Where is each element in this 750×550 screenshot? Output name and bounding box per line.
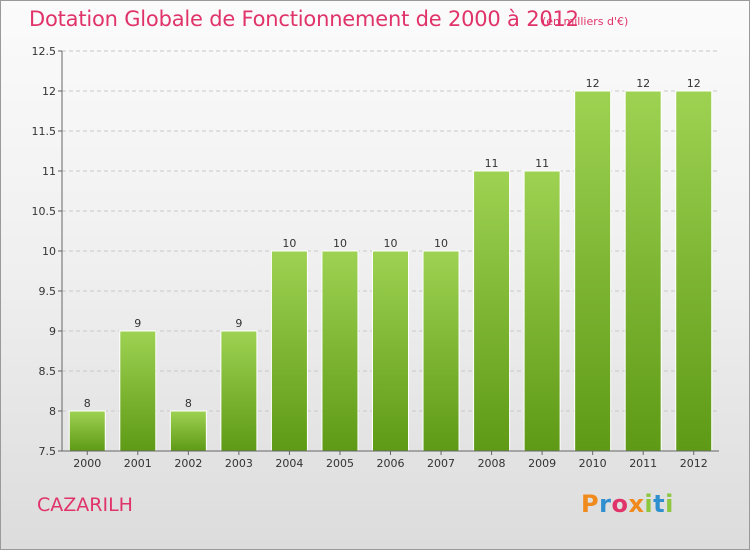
bar-chart: 7.5 8 8.5 9 9.5 10 10.5 11 11.5 12 12.5 2000 8 2001 9 2… <box>32 45 719 470</box>
data-label: 12 <box>586 77 600 90</box>
x-tick-label: 2000 <box>73 457 101 470</box>
commune-name: CAZARILH <box>37 494 133 516</box>
x-tick-label: 2011 <box>629 457 657 470</box>
y-tick-label: 11.5 <box>32 125 57 138</box>
data-label: 10 <box>384 237 398 250</box>
y-tick-label: 12.5 <box>32 45 57 58</box>
y-tick-label: 10 <box>42 245 56 258</box>
data-label: 9 <box>235 317 242 330</box>
labels: 7.5 8 8.5 9 9.5 10 10.5 11 11.5 12 12.5 2000 8 2001 9 2… <box>32 45 708 470</box>
bar-2012 <box>675 90 713 452</box>
logo-letter: o <box>611 490 629 518</box>
logo-letter: i <box>665 490 674 518</box>
data-label: 8 <box>84 397 91 410</box>
bar-2001 <box>119 330 157 452</box>
data-label: 11 <box>485 157 499 170</box>
y-tick-label: 11 <box>42 165 56 178</box>
y-tick-label: 9 <box>49 325 56 338</box>
y-tick-label: 12 <box>42 85 56 98</box>
data-label: 12 <box>636 77 650 90</box>
x-tick-label: 2001 <box>124 457 152 470</box>
logo-letter: x <box>628 490 645 518</box>
data-label: 8 <box>185 397 192 410</box>
bar-2010 <box>574 90 612 452</box>
x-tick-label: 2008 <box>478 457 506 470</box>
y-tick-label: 10.5 <box>32 205 57 218</box>
axes <box>58 50 719 455</box>
data-label: 11 <box>535 157 549 170</box>
logo-letter: P <box>581 490 600 518</box>
bar-2008 <box>473 170 511 452</box>
bar-2000 <box>68 410 106 452</box>
bars <box>68 90 713 452</box>
x-tick-label: 2012 <box>680 457 708 470</box>
x-tick-label: 2007 <box>427 457 455 470</box>
data-label: 12 <box>687 77 701 90</box>
y-tick-label: 7.5 <box>39 445 57 458</box>
x-tick-label: 2004 <box>275 457 303 470</box>
y-tick-label: 9.5 <box>39 285 57 298</box>
data-label: 10 <box>333 237 347 250</box>
y-tick-label: 8.5 <box>39 365 57 378</box>
x-tick-label: 2006 <box>377 457 405 470</box>
chart-title: Dotation Globale de Fonctionnement de 20… <box>29 7 579 31</box>
bar-2011 <box>624 90 662 452</box>
logo-letter: i <box>644 490 654 518</box>
logo-letter: t <box>653 490 666 518</box>
x-tick-label: 2005 <box>326 457 354 470</box>
bar-2003 <box>220 330 258 452</box>
bar-2005 <box>321 250 359 452</box>
proxiti-logo: Proxiti <box>581 490 674 518</box>
chart-unit-label: (en milliers d'€) <box>542 15 629 28</box>
bar-2004 <box>270 250 308 452</box>
bar-2007 <box>422 250 460 452</box>
y-tick-label: 8 <box>49 405 56 418</box>
data-label: 9 <box>134 317 141 330</box>
bar-2009 <box>523 170 561 452</box>
data-label: 10 <box>282 237 296 250</box>
logo-letter: r <box>599 490 612 518</box>
bar-2006 <box>372 250 409 452</box>
data-label: 10 <box>434 237 448 250</box>
x-tick-label: 2003 <box>225 457 253 470</box>
bar-2002 <box>169 410 207 452</box>
x-tick-label: 2009 <box>528 457 556 470</box>
x-tick-label: 2010 <box>579 457 607 470</box>
x-tick-label: 2002 <box>174 457 202 470</box>
